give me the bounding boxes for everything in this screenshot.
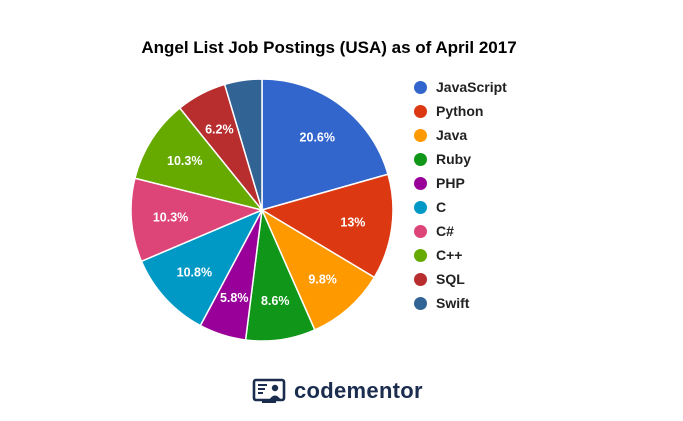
legend-label: SQL [436, 271, 465, 287]
legend-label: C# [436, 223, 454, 239]
pie-slice-javascript [261, 78, 389, 211]
legend-label: Python [436, 103, 484, 119]
pie-slice-c [140, 208, 264, 327]
slice-label: 9.8% [308, 272, 337, 286]
legend-swatch [414, 296, 427, 310]
legend-swatch [414, 248, 427, 262]
legend-swatch [414, 152, 427, 166]
slice-label: 13% [340, 216, 365, 230]
legend-swatch [414, 200, 427, 214]
legend: JavaScript Python Java Ruby PHP C C# C++ SQL Swif… [414, 75, 507, 315]
legend-label: JavaScript [436, 79, 507, 95]
legend-swatch [414, 128, 427, 142]
legend-item: PHP [414, 171, 507, 195]
legend-item: Python [414, 99, 507, 123]
slice-label: 10.3% [167, 154, 202, 168]
legend-label: Swift [436, 295, 470, 311]
slice-label: 10.3% [153, 211, 188, 225]
pie-slice-python [260, 173, 394, 279]
legend-label: Ruby [436, 151, 471, 167]
legend-label: PHP [436, 175, 465, 191]
legend-item: SQL [414, 267, 507, 291]
codementor-logo-icon [252, 378, 286, 403]
pie-labels: 20.6% 13% 9.8% 8.6% 5.8% 10.8% 10.3% 10.3% 6.2% [153, 122, 366, 308]
legend-item: C++ [414, 243, 507, 267]
slice-label: 6.2% [205, 122, 234, 136]
legend-label: C [436, 199, 447, 215]
legend-item: C [414, 195, 507, 219]
legend-item: C# [414, 219, 507, 243]
slice-label: 20.6% [300, 130, 335, 144]
slice-label: 8.6% [261, 294, 290, 308]
legend-swatch [414, 80, 427, 94]
pie-slices [130, 78, 394, 342]
legend-swatch [414, 224, 427, 238]
slice-label: 5.8% [220, 291, 249, 305]
legend-item: Swift [414, 291, 507, 315]
legend-swatch [414, 272, 427, 286]
codementor-logo-text: codementor [294, 378, 423, 403]
legend-item: JavaScript [414, 75, 507, 99]
legend-swatch [414, 104, 427, 118]
pie-slice-csharp [130, 177, 265, 263]
legend-label: Java [436, 127, 468, 143]
legend-swatch [414, 176, 427, 190]
pie-slice-java [260, 208, 376, 331]
legend-label: C++ [436, 247, 463, 263]
pie-slice-swift [223, 78, 263, 211]
slice-label: 10.8% [177, 265, 212, 279]
legend-item: Java [414, 123, 507, 147]
chart-title: Angel List Job Postings (USA) as of Apri… [141, 38, 517, 57]
codementor-logo: codementor [252, 378, 423, 404]
pie-slice-cplusplus [134, 106, 264, 212]
legend-item: Ruby [414, 147, 507, 171]
